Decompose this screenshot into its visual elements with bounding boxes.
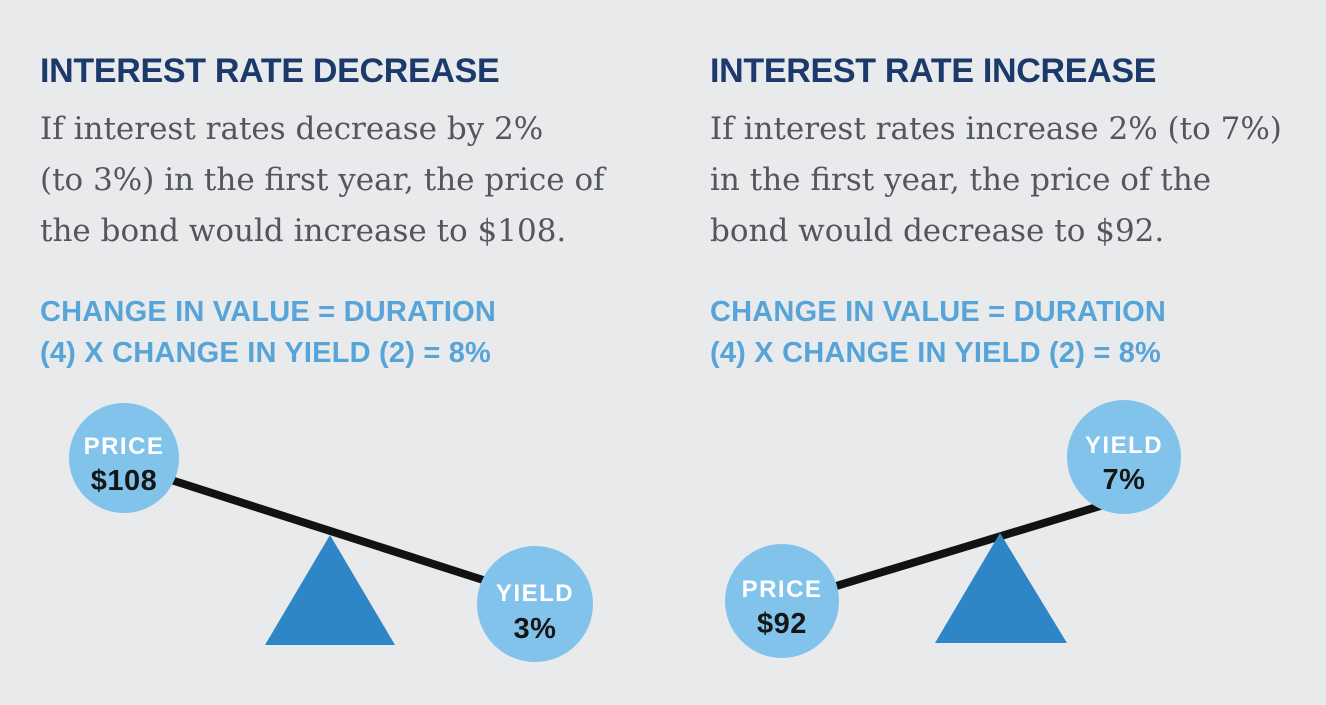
seesaw-beam-increase [796, 496, 1124, 601]
yield-label: YIELD [1085, 432, 1163, 459]
fulcrum-triangle-icon [935, 533, 1067, 643]
price-value: $92 [757, 608, 807, 640]
price-value: $108 [91, 465, 158, 497]
price-label: PRICE [84, 433, 165, 460]
panel-title-increase: INTEREST RATE INCREASE [710, 52, 1157, 90]
panel-description-decrease: If interest rates decrease by 2% (to 3%)… [40, 111, 605, 249]
duration-formula-decrease: CHANGE IN VALUE = DURATION (4) X CHANGE … [40, 296, 497, 369]
seesaw-increase: PRICE $92 YIELD 7% [725, 400, 1181, 658]
yield-circle-increase [1067, 400, 1181, 514]
yield-label: YIELD [496, 580, 574, 607]
seesaw-beam-decrease [136, 466, 509, 591]
yield-value: 7% [1103, 464, 1146, 496]
price-circle-decrease [69, 403, 179, 513]
panel-interest-rate-increase: INTEREST RATE INCREASE If interest rates… [710, 0, 1326, 380]
price-label: PRICE [742, 576, 823, 603]
fulcrum-triangle-icon [265, 535, 395, 645]
yield-value: 3% [514, 613, 557, 645]
panel-interest-rate-decrease: INTEREST RATE DECREASE If interest rates… [40, 0, 670, 380]
price-circle-increase [725, 544, 839, 658]
yield-circle-decrease [477, 546, 593, 662]
panel-description-increase: If interest rates increase 2% (to 7%) in… [710, 111, 1282, 249]
seesaw-diagrams: PRICE $108 YIELD 3% PRICE $92 YIELD 7% [69, 400, 1181, 662]
seesaw-decrease: PRICE $108 YIELD 3% [69, 403, 593, 662]
panel-title-decrease: INTEREST RATE DECREASE [40, 52, 500, 90]
duration-formula-increase: CHANGE IN VALUE = DURATION (4) X CHANGE … [710, 296, 1167, 369]
